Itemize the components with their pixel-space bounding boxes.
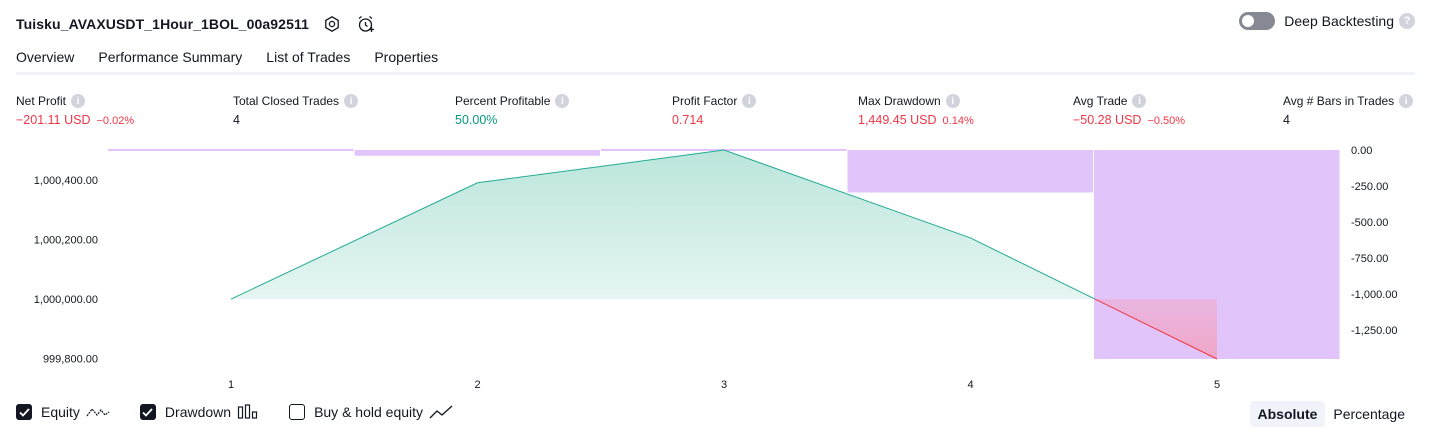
left-axis-tick: 1,000,000.00 [34,294,98,306]
metric-label: Percent Profitable [455,94,550,108]
right-axis-tick: 0.00 [1351,145,1372,157]
metric-value: −50.28 USD [1073,113,1141,127]
metric-net-profit: Net Profit i −201.11 USD −0.02% [16,94,134,127]
right-axis-tick: -1,250.00 [1351,325,1397,337]
report-header: Tuisku_AVAXUSDT_1Hour_1BOL_00a92511 [16,10,377,38]
tab-overview[interactable]: Overview [16,44,74,74]
buy-hold-line-icon [429,404,453,420]
right-axis-tick: -500.00 [1351,217,1388,229]
equity-drawdown-chart[interactable]: 1,000,400.00 1,000,200.00 1,000,000.00 999,… [0,138,1431,398]
tabs-divider [16,72,1415,75]
left-axis-tick: 1,000,200.00 [34,234,98,246]
metric-value: 50.00% [455,113,497,127]
metric-value: 0.714 [672,113,703,127]
info-icon[interactable]: i [555,94,569,108]
right-axis-tick: -250.00 [1351,181,1388,193]
metric-label: Max Drawdown [858,94,941,108]
x-axis-tick: 4 [967,379,973,391]
strategy-title: Tuisku_AVAXUSDT_1Hour_1BOL_00a92511 [16,16,309,32]
tab-performance-summary[interactable]: Performance Summary [98,44,242,74]
metric-label: Profit Factor [672,94,737,108]
legend-label: Drawdown [165,404,231,420]
drawdown-bar [848,150,1094,193]
chart-legend: Equity Drawdown Buy & hold equity [16,404,483,420]
metric-label: Avg Trade [1073,94,1127,108]
left-axis-tick: 999,800.00 [43,354,98,366]
drawdown-bar [355,150,601,156]
x-axis-tick: 1 [228,379,234,391]
metric-avg-bars-in-trades: Avg # Bars in Trades i 4 [1283,94,1413,127]
info-icon[interactable]: i [71,94,85,108]
left-axis-tick: 1,000,400.00 [34,175,98,187]
right-axis-tick: -1,000.00 [1351,289,1397,301]
right-axis-tick: -750.00 [1351,253,1388,265]
settings-icon[interactable] [321,13,343,35]
metric-percent-profitable: Percent Profitable i 50.00% [455,94,569,127]
x-axis-tick: 2 [474,379,480,391]
metric-value: 4 [233,113,240,127]
mode-absolute-button[interactable]: Absolute [1250,401,1326,427]
metric-value: −201.11 USD [16,113,90,127]
tab-properties[interactable]: Properties [374,44,438,74]
metric-total-closed-trades: Total Closed Trades i 4 [233,94,358,127]
info-icon[interactable]: i [946,94,960,108]
info-icon[interactable]: i [1132,94,1146,108]
equity-line-icon [86,404,110,420]
metric-label: Avg # Bars in Trades [1283,94,1394,108]
alarm-clock-icon[interactable] [355,13,377,35]
mode-percentage-button[interactable]: Percentage [1325,401,1413,427]
deep-backtesting: Deep Backtesting ? [1239,12,1415,30]
legend-buy-hold-equity[interactable]: Buy & hold equity [289,404,453,420]
info-icon[interactable]: i [742,94,756,108]
info-icon[interactable]: i [344,94,358,108]
x-axis-tick: 3 [721,379,727,391]
metric-label: Total Closed Trades [233,94,339,108]
metric-percent: 0.14% [943,115,974,127]
checkbox-checked[interactable] [140,404,156,420]
legend-label: Buy & hold equity [314,404,423,420]
tab-list-of-trades[interactable]: List of Trades [266,44,350,74]
drawdown-bars-icon [237,404,259,420]
deep-backtesting-toggle[interactable] [1239,12,1275,30]
metric-profit-factor: Profit Factor i 0.714 [672,94,756,127]
metric-value: 4 [1283,113,1290,127]
checkbox-checked[interactable] [16,404,32,420]
legend-drawdown[interactable]: Drawdown [140,404,259,420]
metric-label: Net Profit [16,94,66,108]
legend-label: Equity [41,404,80,420]
scale-mode-toggle: Absolute Percentage [1250,401,1414,427]
deep-backtesting-label: Deep Backtesting [1284,13,1394,29]
metric-percent: −0.02% [96,115,134,127]
metric-percent: −0.50% [1147,115,1185,127]
x-axis-tick: 5 [1214,379,1220,391]
metric-avg-trade: Avg Trade i −50.28 USD −0.50% [1073,94,1185,127]
info-icon[interactable]: i [1399,94,1413,108]
help-icon[interactable]: ? [1399,13,1415,29]
legend-equity[interactable]: Equity [16,404,110,420]
metric-max-drawdown: Max Drawdown i 1,449.45 USD 0.14% [858,94,974,127]
checkbox-unchecked[interactable] [289,404,305,420]
metric-value: 1,449.45 USD [858,113,937,127]
report-tabs: Overview Performance Summary List of Tra… [16,44,462,74]
